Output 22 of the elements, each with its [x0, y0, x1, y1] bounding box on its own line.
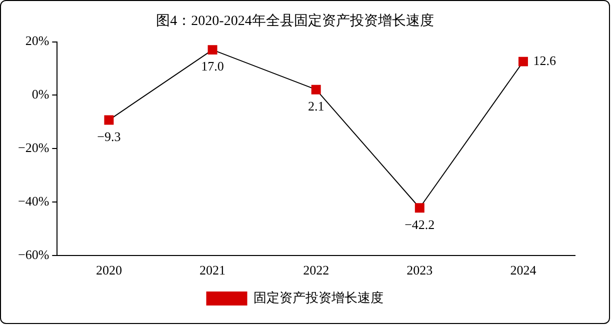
chart-title: 图4：2020-2024年全县固定资产投资增长速度 — [156, 13, 434, 30]
data-label: 2.1 — [308, 98, 324, 114]
y-tick-label: 20% — [25, 33, 50, 48]
data-label: 17.0 — [201, 58, 224, 74]
y-tick-label: −20% — [18, 140, 50, 156]
point — [311, 84, 321, 94]
x-tick-label: 2023 — [406, 262, 433, 278]
legend-label: 固定资产投资增长速度 — [253, 290, 384, 305]
y-tick-label: 0% — [32, 86, 50, 102]
point — [414, 203, 424, 213]
point — [104, 115, 114, 125]
y-tick-label: −60% — [18, 246, 50, 262]
data-label: −9.3 — [97, 128, 121, 144]
data-label: −42.2 — [404, 216, 435, 232]
point — [208, 45, 218, 55]
x-tick-label: 2021 — [200, 262, 226, 278]
x-tick-label: 2024 — [510, 262, 537, 278]
y-tick-label: −40% — [18, 193, 50, 208]
point — [518, 56, 528, 66]
data-label: 12.6 — [533, 52, 556, 68]
x-tick-label: 2022 — [303, 262, 330, 278]
x-tick-label: 2020 — [96, 262, 122, 278]
